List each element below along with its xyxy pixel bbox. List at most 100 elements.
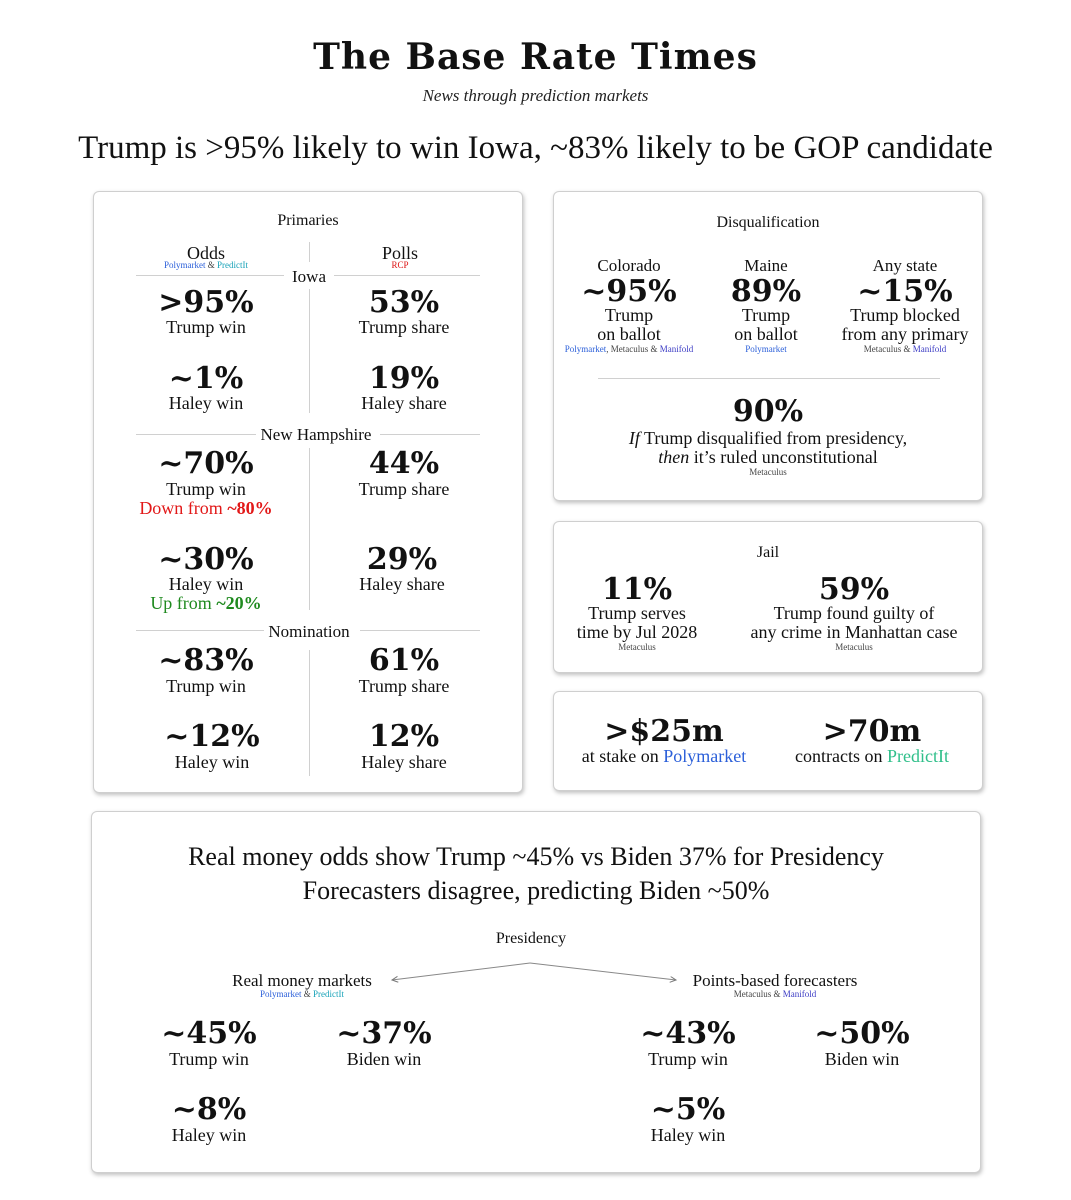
nh-trump-odds-label: Trump win: [166, 479, 246, 499]
jail-serve-line2: time by Jul 2028: [576, 622, 698, 642]
nom-trump-poll: 61%: [368, 643, 440, 678]
polls-source: RCP: [391, 260, 409, 270]
odds-source-predictit: PredictIt: [217, 260, 248, 270]
forecast-haley-label: Haley win: [650, 1125, 726, 1145]
colorado-line1: Trump: [604, 305, 654, 325]
forecast-haley-value: ~5%: [650, 1092, 726, 1127]
iowa-rule-right: [334, 275, 480, 276]
court-value: 90%: [732, 394, 804, 429]
forecast-source-manifold: Manifold: [782, 989, 817, 999]
presidency-headline-2: Forecasters disagree, predicting Biden ~…: [302, 876, 770, 905]
maine-value: 89%: [730, 274, 802, 309]
forecast-biden-value: ~50%: [814, 1016, 910, 1051]
nom-trump-poll-label: Trump share: [358, 676, 450, 696]
colorado-state: Colorado: [597, 256, 661, 275]
nh-haley-poll-label: Haley share: [359, 574, 445, 594]
court-line1: If Trump disqualified from presidency,: [554, 429, 982, 448]
any-state-line1: Trump blocked: [850, 305, 960, 325]
iowa-haley-poll: 19%: [368, 361, 440, 396]
presidency-card: Real money odds show Trump ~45% vs Biden…: [91, 811, 981, 1173]
any-state-source-manifold: Manifold: [912, 344, 947, 354]
jail-title: Jail: [756, 544, 780, 561]
nom-haley-odds: ~12%: [164, 719, 260, 754]
money-haley-label: Haley win: [171, 1125, 247, 1145]
colorado-source-manifold: Manifold: [659, 344, 694, 354]
stakes-predictit-value: >70m: [822, 714, 922, 749]
jail-card: Jail 11% Trump serves time by Jul 2028 M…: [553, 521, 983, 673]
nh-haley-change: Up from ~20%: [116, 594, 296, 613]
colorado-source-polymarket: Polymarket: [564, 344, 607, 354]
colorado-source-metaculus: , Metaculus &: [606, 344, 660, 354]
court-line1-text: Trump disqualified from presidency,: [639, 428, 908, 448]
money-trump-value: ~45%: [161, 1016, 257, 1051]
masthead-tagline: News through prediction markets: [422, 86, 649, 105]
primaries-card: Primaries Odds Polymarket & PredictIt Po…: [93, 191, 523, 793]
nom-haley-odds-label: Haley win: [174, 752, 250, 772]
iowa-trump-odds: >95%: [158, 285, 254, 320]
maine-source: Polymarket: [745, 344, 787, 354]
iowa-trump-poll-label: Trump share: [358, 317, 450, 337]
nh-trump-change-value: ~80%: [227, 498, 273, 518]
presidency-headline-1: Real money odds show Trump ~45% vs Biden…: [188, 842, 884, 871]
nh-trump-poll-label: Trump share: [358, 479, 450, 499]
main-headline: Trump is >95% likely to win Iowa, ~83% l…: [78, 130, 993, 166]
predictit-link[interactable]: PredictIt: [886, 746, 949, 766]
nom-haley-poll: 12%: [368, 719, 440, 754]
jail-guilty-source: Metaculus: [835, 642, 873, 652]
court-if: If: [628, 428, 640, 448]
forecast-trump-value: ~43%: [640, 1016, 736, 1051]
forecasters-label: Points-based forecasters: [692, 971, 858, 990]
any-state-source: Metaculus & Manifold: [830, 344, 980, 354]
money-haley-value: ~8%: [171, 1092, 247, 1127]
nh-haley-change-text: Up from: [150, 593, 217, 613]
disqualification-rule: [598, 378, 940, 379]
forecast-trump-label: Trump win: [648, 1049, 728, 1069]
iowa-rule-left: [136, 275, 284, 276]
iowa-haley-odds: ~1%: [168, 361, 244, 396]
nom-divider: [309, 650, 310, 776]
nom-trump-odds-label: Trump win: [166, 676, 246, 696]
money-source-predictit: PredictIt: [313, 989, 344, 999]
stakes-predictit-prefix: contracts on: [795, 746, 887, 766]
money-trump-label: Trump win: [169, 1049, 249, 1069]
jail-serve-line1: Trump serves: [588, 603, 686, 623]
court-line2: then it’s ruled unconstitutional: [554, 448, 982, 467]
nomination-label: Nomination: [268, 622, 350, 641]
iowa-trump-odds-label: Trump win: [166, 317, 246, 337]
iowa-divider: [309, 289, 310, 413]
polls-header: Polls: [381, 243, 419, 263]
iowa-trump-poll: 53%: [368, 285, 440, 320]
odds-header: Odds: [186, 243, 225, 263]
money-biden-label: Biden win: [346, 1049, 422, 1069]
primaries-divider-top: [309, 242, 310, 262]
any-state-source-metaculus: Metaculus &: [863, 344, 913, 354]
nom-rule-right: [360, 630, 480, 631]
stakes-polymarket-prefix: at stake on: [581, 746, 664, 766]
court-line2-text: it’s ruled unconstitutional: [689, 447, 878, 467]
odds-source: Polymarket & PredictIt: [136, 260, 276, 270]
stakes-polymarket-value: >$25m: [604, 714, 724, 749]
nh-haley-poll: 29%: [366, 542, 438, 577]
presidency-tree-arrows: [92, 962, 980, 1012]
disqualification-title: Disqualification: [716, 214, 820, 231]
nh-rule-left: [136, 434, 256, 435]
colorado-source: Polymarket, Metaculus & Manifold: [554, 344, 704, 354]
tree-arrow-right: [529, 962, 676, 980]
nh-rule-right: [380, 434, 480, 435]
nh-haley-odds-label: Haley win: [168, 574, 244, 594]
stakes-polymarket-text: at stake on Polymarket: [564, 747, 764, 766]
any-state-label: Any state: [872, 256, 938, 275]
polymarket-link[interactable]: Polymarket: [663, 746, 747, 766]
tree-arrow-left: [392, 962, 531, 980]
disqualification-card: Disqualification Colorado ~95% Trump on …: [553, 191, 983, 501]
forecasters-source: Metaculus & Manifold: [670, 989, 880, 999]
jail-guilty-value: 59%: [818, 572, 890, 607]
nh-trump-change-text: Down from: [139, 498, 228, 518]
nh-trump-poll: 44%: [368, 446, 440, 481]
court-source: Metaculus: [749, 467, 787, 477]
maine-state: Maine: [744, 256, 788, 275]
forecast-biden-label: Biden win: [824, 1049, 900, 1069]
iowa-haley-poll-label: Haley share: [361, 393, 447, 413]
nh-haley-change-value: ~20%: [216, 593, 262, 613]
jail-guilty-line1: Trump found guilty of: [773, 603, 935, 623]
